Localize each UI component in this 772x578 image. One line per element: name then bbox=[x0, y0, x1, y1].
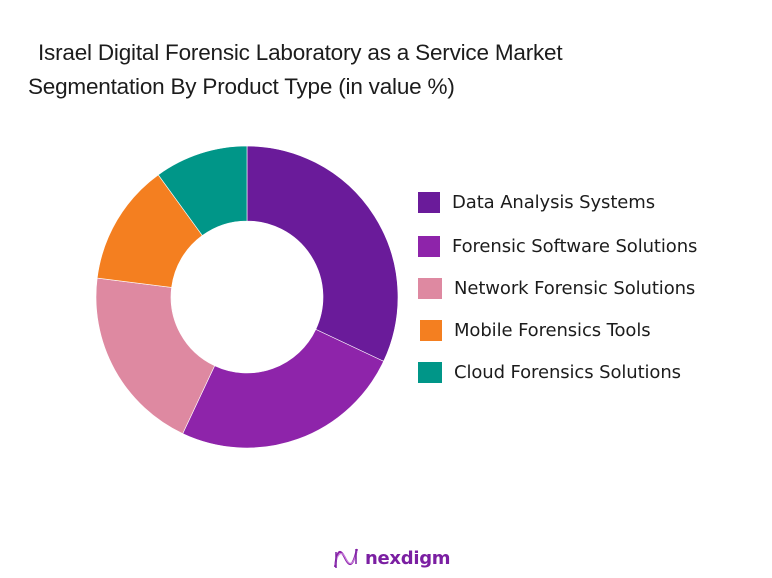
legend-item-forensic-software-solutions: Forensic Software Solutions bbox=[418, 234, 697, 258]
legend-label: Mobile Forensics Tools bbox=[454, 319, 651, 341]
slice-cloud-forensics-solutions bbox=[157, 145, 248, 236]
legend-label: Network Forensic Solutions bbox=[454, 277, 696, 299]
slice-forensic-software-solutions bbox=[182, 328, 385, 449]
legend-swatch bbox=[418, 361, 442, 383]
slice-data-analysis-systems bbox=[246, 145, 399, 362]
chart-title-line1: Israel Digital Forensic Laboratory as a … bbox=[38, 40, 563, 65]
legend-label: Cloud Forensics Solutions bbox=[454, 361, 681, 383]
brand-logo: nexdigm bbox=[333, 546, 451, 570]
chart-title: Israel Digital Forensic Laboratory as a … bbox=[28, 36, 563, 104]
legend-item-cloud-forensics-solutions: Cloud Forensics Solutions bbox=[418, 360, 681, 384]
legend-item-data-analysis-systems: Data Analysis Systems bbox=[418, 190, 655, 214]
legend-swatch bbox=[418, 191, 440, 213]
donut-slices bbox=[95, 145, 399, 449]
nexdigm-logo-icon bbox=[334, 548, 358, 568]
legend-item-mobile-forensics-tools: Mobile Forensics Tools bbox=[418, 318, 651, 342]
legend-label: Forensic Software Solutions bbox=[452, 235, 698, 257]
legend-swatch bbox=[418, 235, 440, 257]
legend-swatch bbox=[420, 319, 442, 341]
slice-network-forensic-solutions bbox=[95, 277, 216, 435]
brand-name: nexdigm bbox=[365, 547, 451, 569]
chart-title-line2: Segmentation By Product Type (in value %… bbox=[28, 74, 455, 99]
legend-item-network-forensic-solutions: Network Forensic Solutions bbox=[418, 276, 695, 300]
legend-label: Data Analysis Systems bbox=[452, 191, 655, 213]
legend-swatch bbox=[418, 277, 442, 299]
